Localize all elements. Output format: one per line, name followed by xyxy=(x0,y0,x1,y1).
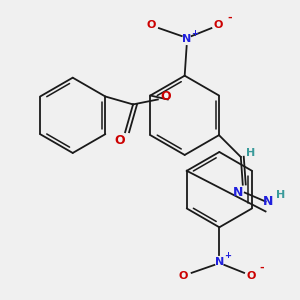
Text: +: + xyxy=(191,28,198,38)
Text: N: N xyxy=(215,257,224,267)
Text: O: O xyxy=(214,20,223,30)
Text: +: + xyxy=(224,250,231,260)
Text: N: N xyxy=(232,186,243,199)
Text: N: N xyxy=(182,34,191,44)
Text: -: - xyxy=(227,13,232,23)
Text: O: O xyxy=(114,134,124,147)
Text: H: H xyxy=(246,148,255,158)
Text: O: O xyxy=(179,271,188,281)
Text: O: O xyxy=(146,20,156,30)
Text: -: - xyxy=(260,263,264,273)
Text: N: N xyxy=(263,195,274,208)
Text: O: O xyxy=(160,90,171,103)
Text: O: O xyxy=(246,271,256,281)
Text: H: H xyxy=(276,190,285,200)
